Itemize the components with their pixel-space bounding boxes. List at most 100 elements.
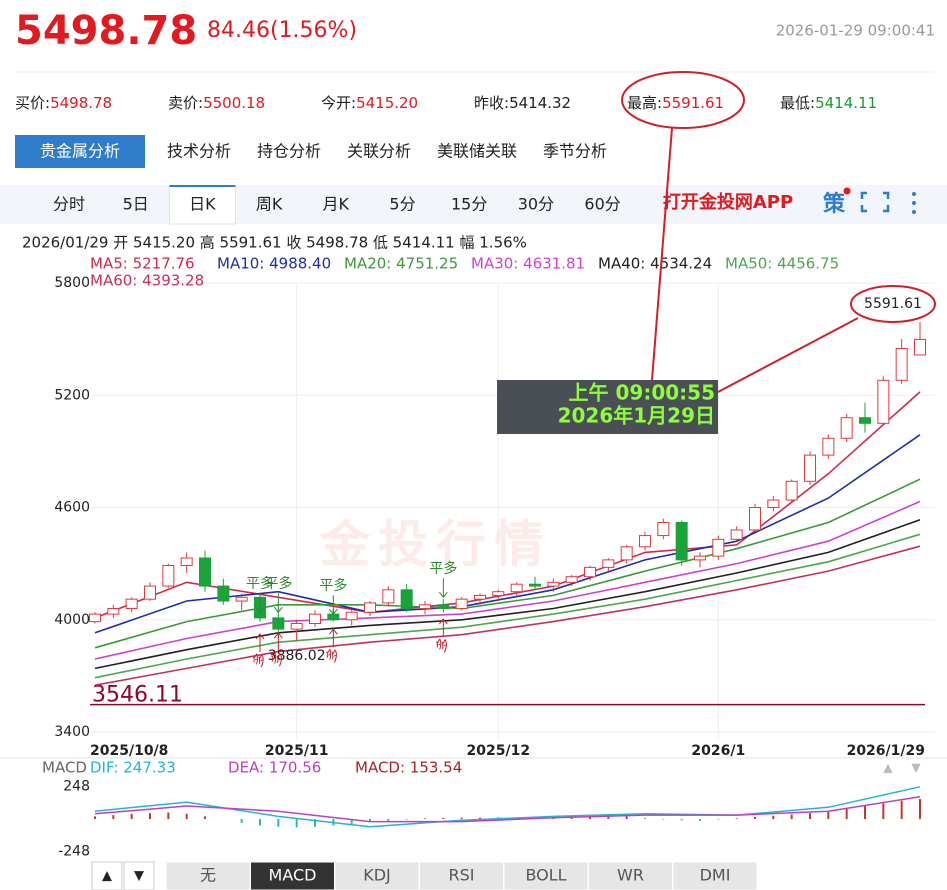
candle-body [730, 529, 743, 540]
candle-body [822, 437, 835, 456]
indicator-label[interactable]: BOLL [525, 866, 566, 885]
indicator-tab[interactable] [165, 861, 251, 890]
candle-body [144, 585, 156, 600]
x-tick-label: 2026/1 [691, 743, 745, 759]
field-value: 5498.78 [50, 94, 112, 112]
candle-body [400, 589, 413, 610]
indicator-tab[interactable] [503, 861, 589, 890]
strategy-icon[interactable]: 策 [823, 191, 846, 217]
field-label: 最高: [627, 94, 662, 112]
period-active [168, 185, 236, 225]
ma-line [94, 533, 921, 679]
candle-body [767, 499, 780, 508]
field-label: 今开: [321, 94, 356, 112]
app-link[interactable]: 打开金投网APP [663, 191, 793, 213]
candle-body [749, 507, 761, 531]
y-tick-label: 4600 [54, 500, 90, 516]
candle-body [474, 594, 486, 600]
ma-line [94, 545, 921, 686]
tab[interactable]: 持仓分析 [257, 142, 321, 161]
scroll-down[interactable]: ▼ [911, 761, 921, 775]
candle-body [235, 596, 248, 602]
ma-line [94, 478, 921, 649]
indicator-label[interactable]: WR [617, 866, 644, 885]
menu-icon[interactable] [912, 201, 916, 205]
highlight-ellipse [850, 285, 936, 323]
signal-arrow [255, 593, 265, 614]
high-label: 5591.61 [864, 296, 922, 312]
legend-entry: MA5: 5217.76 [90, 255, 195, 273]
price-change: 84.46(1.56%) [207, 18, 357, 43]
quote-field: 最高:5591.61 [627, 94, 724, 112]
legend-entry: MA40: 4534.24 [598, 255, 712, 273]
ma-line [94, 500, 921, 660]
legend-entry: DEA: 170.56 [228, 759, 321, 777]
scroll-up[interactable]: ▲ [883, 761, 893, 775]
period-tab[interactable]: 15分 [451, 195, 487, 214]
candle-body [529, 583, 541, 587]
fullscreen-icon[interactable] [860, 191, 890, 213]
candle-body [492, 591, 505, 596]
quote-field: 昨收:5414.32 [474, 94, 571, 112]
candle-body [620, 546, 633, 561]
signal-label: 平多 [264, 575, 292, 592]
period-tab[interactable]: 5日 [123, 195, 149, 214]
menu-icon[interactable] [912, 210, 916, 214]
annotation-line [651, 127, 673, 381]
signal-arrow [273, 593, 283, 614]
candle-body [914, 338, 926, 356]
period-tab[interactable]: 5分 [389, 195, 415, 214]
candle-body [584, 566, 596, 578]
y-tick-label: 3400 [54, 724, 90, 740]
candle-body [877, 379, 890, 424]
price: 5498.78 [15, 8, 197, 54]
x-tick-label: 2025/11 [265, 743, 329, 759]
period-tab[interactable]: 日K [189, 195, 216, 214]
arrow-button[interactable] [91, 861, 123, 890]
quote-field: 今开:5415.20 [321, 94, 418, 112]
tab[interactable]: 技术分析 [167, 142, 231, 161]
badge-dot [843, 187, 851, 195]
candle-body [840, 417, 853, 439]
candle-body [859, 417, 871, 424]
candle-body [125, 598, 138, 610]
indicator-tab[interactable] [334, 861, 420, 890]
tab[interactable]: 贵金属分析 [40, 142, 120, 161]
field-label: 买价: [15, 94, 50, 112]
legend-entry: DIF: 247.33 [90, 759, 176, 777]
period-tab[interactable]: 30分 [518, 195, 554, 214]
ma-line [94, 391, 921, 619]
indicator-label[interactable]: KDJ [363, 866, 391, 885]
indicator-label[interactable]: MACD [269, 866, 317, 885]
signal-arrow [273, 632, 283, 652]
period-tab[interactable]: 月K [323, 195, 350, 214]
indicator-tab[interactable] [250, 861, 335, 890]
field-label: 最低: [780, 94, 815, 112]
indicator-tab[interactable] [588, 861, 673, 890]
period-tab[interactable]: 周K [256, 195, 283, 214]
arrow-down[interactable]: ▼ [134, 869, 144, 884]
candle-body [345, 611, 358, 621]
indicator-label[interactable]: DMI [700, 866, 731, 885]
arrow-up[interactable]: ▲ [102, 869, 112, 884]
tab[interactable]: 美联储关联 [437, 142, 517, 161]
x-tick-label: 2025/12 [467, 743, 531, 759]
candle-body [657, 521, 670, 537]
tab[interactable]: 季节分析 [543, 142, 607, 161]
indicator-label[interactable]: 无 [200, 866, 216, 885]
indicator-tab[interactable] [672, 861, 758, 890]
candle-body [565, 576, 578, 583]
period-tab[interactable]: 60分 [584, 195, 620, 214]
indicator-tab[interactable] [419, 861, 504, 890]
legend-entry: MA30: 4631.81 [471, 255, 585, 273]
tab[interactable]: 关联分析 [347, 142, 411, 161]
indicator-label[interactable]: RSI [449, 866, 475, 885]
low-label: 3886.02 [268, 648, 326, 664]
tab-active[interactable] [15, 135, 145, 168]
arrow-button[interactable] [123, 861, 155, 890]
y-tick-label: 5200 [54, 387, 90, 403]
menu-icon[interactable] [912, 192, 916, 196]
period-tab[interactable]: 分时 [53, 195, 85, 214]
plot: 买价:5498.78 卖价:5500.18 今开:5415.20 昨收:5414.32… [0, 94, 947, 890]
